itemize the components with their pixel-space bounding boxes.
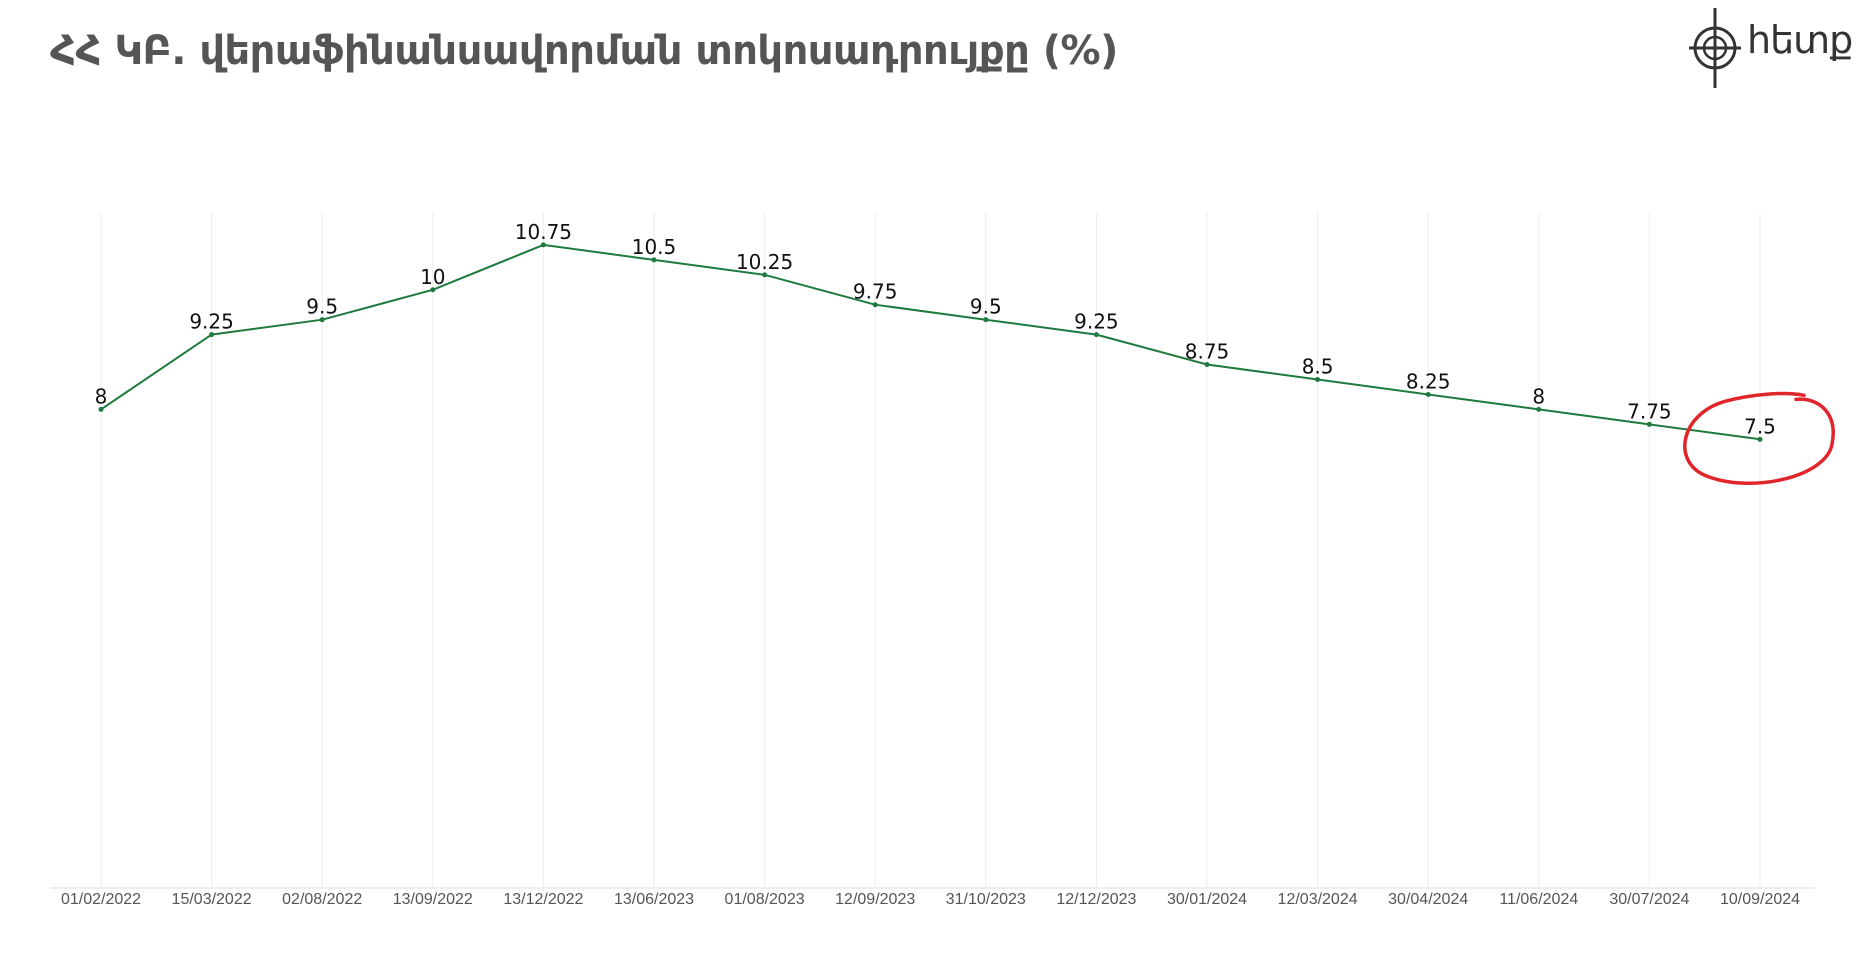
series-points [98, 242, 1763, 442]
data-point [872, 302, 878, 308]
data-point [209, 332, 215, 338]
data-label: 10 [420, 265, 445, 289]
data-label: 10.5 [632, 235, 677, 259]
x-tick-label: 12/03/2024 [1278, 891, 1358, 908]
crosshair-logo-icon [1689, 8, 1741, 88]
data-point [1646, 421, 1652, 427]
data-label: 9.5 [306, 295, 338, 319]
data-label: 8.75 [1185, 340, 1230, 364]
data-point [430, 287, 436, 293]
data-label: 10.75 [515, 220, 572, 244]
data-point [319, 317, 325, 323]
data-point [1757, 436, 1763, 442]
data-point [1425, 391, 1431, 397]
page-title: ՀՀ ԿԲ. վերաֆինանսավորման տոկոսադրույքը (… [50, 28, 1118, 74]
x-axis-ticks: 01/02/2022 15/03/2022 02/08/2022 13/09/2022… [61, 891, 1800, 908]
x-tick-label: 02/08/2022 [282, 891, 362, 908]
x-tick-label: 01/02/2022 [61, 891, 141, 908]
data-point [1315, 377, 1321, 383]
x-tick-label: 15/03/2022 [172, 891, 252, 908]
x-tick-label: 12/09/2023 [835, 891, 915, 908]
x-tick-label: 12/12/2023 [1056, 891, 1136, 908]
chart-grid [100, 212, 1761, 888]
data-label: 9.5 [970, 295, 1002, 319]
x-tick-label: 30/07/2024 [1609, 891, 1689, 908]
data-label: 9.25 [1074, 310, 1119, 334]
x-tick-label: 30/04/2024 [1388, 891, 1468, 908]
x-tick-label: 13/12/2022 [503, 891, 583, 908]
data-point [983, 317, 989, 323]
data-point [98, 406, 104, 412]
data-label: 10.25 [736, 250, 793, 274]
data-point [540, 242, 546, 248]
data-point [651, 257, 657, 263]
data-label: 9.25 [189, 310, 234, 334]
data-point [1536, 406, 1542, 412]
data-label: 8 [1532, 384, 1545, 408]
x-tick-label: 31/10/2023 [946, 891, 1026, 908]
x-tick-label: 13/06/2023 [614, 891, 694, 908]
data-label: 8.5 [1302, 355, 1334, 379]
brand-logo: հետք [1685, 8, 1865, 88]
x-tick-label: 11/06/2024 [1499, 891, 1578, 908]
data-point [1204, 362, 1210, 368]
data-point [1093, 332, 1099, 338]
series-line [100, 243, 1761, 441]
data-label: 9.75 [853, 280, 898, 304]
x-tick-label: 30/01/2024 [1167, 891, 1247, 908]
data-labels: 8 9.25 9.5 10 10.75 10.5 10.25 9.75 9.5 9.25 8.75 8… [95, 220, 1776, 438]
highlight-circle [1683, 391, 1835, 485]
data-point [762, 272, 768, 278]
data-label: 8 [95, 384, 108, 408]
x-tick-label: 13/09/2022 [393, 891, 473, 908]
x-tick-label: 10/09/2024 [1720, 891, 1800, 908]
data-label: 8.25 [1406, 369, 1451, 393]
data-label: 7.5 [1744, 414, 1776, 438]
x-tick-label: 01/08/2023 [725, 891, 805, 908]
data-label: 7.75 [1627, 399, 1672, 423]
logo-wordmark: հետք [1747, 18, 1853, 62]
